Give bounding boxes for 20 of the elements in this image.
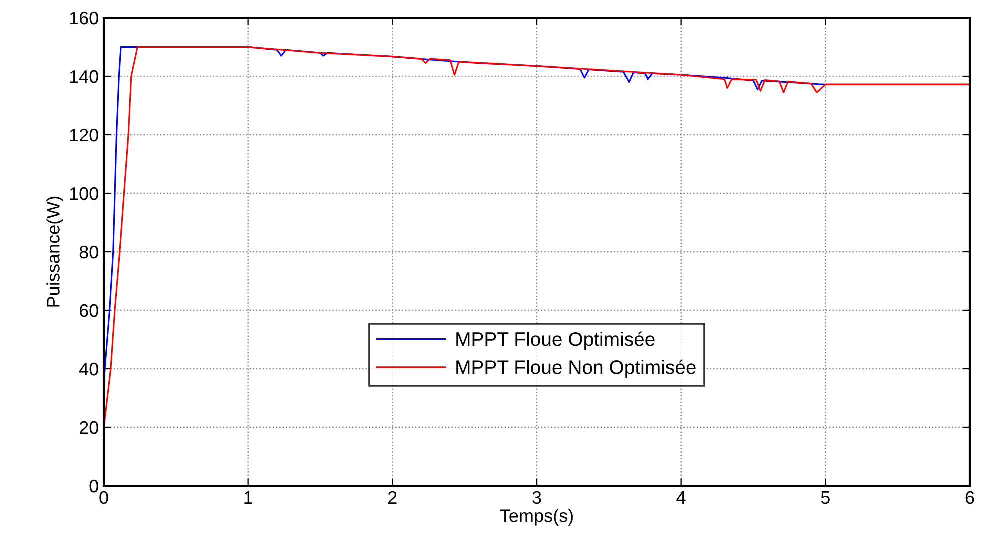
y-tick-label: 40 bbox=[79, 362, 98, 376]
x-axis-title: Temps(s) bbox=[500, 509, 573, 526]
x-tick-label: 1 bbox=[244, 492, 252, 504]
y-tick-label: 0 bbox=[90, 480, 98, 493]
x-tick-label: 4 bbox=[676, 492, 686, 504]
y-tick-label: 140 bbox=[70, 70, 98, 84]
x-tick-label: 5 bbox=[821, 492, 830, 504]
x-tick-label: 0 bbox=[100, 491, 108, 504]
y-tick-label: 60 bbox=[80, 304, 98, 318]
x-tick-label: 3 bbox=[532, 491, 542, 504]
x-tick-label: 6 bbox=[966, 491, 974, 504]
y-axis-title: Puissance(W) bbox=[46, 196, 64, 307]
x-tick-label: 2 bbox=[388, 491, 397, 504]
y-tick-label: 20 bbox=[80, 421, 98, 434]
legend-label: MPPT Floue Optimisée bbox=[456, 332, 655, 350]
legend-label: MPPT Floue Non Optimisée bbox=[456, 360, 696, 378]
y-tick-label: 80 bbox=[80, 246, 98, 259]
y-tick-label: 120 bbox=[70, 128, 98, 142]
y-tick-label: 100 bbox=[70, 187, 98, 200]
y-tick-label: 160 bbox=[70, 12, 98, 25]
